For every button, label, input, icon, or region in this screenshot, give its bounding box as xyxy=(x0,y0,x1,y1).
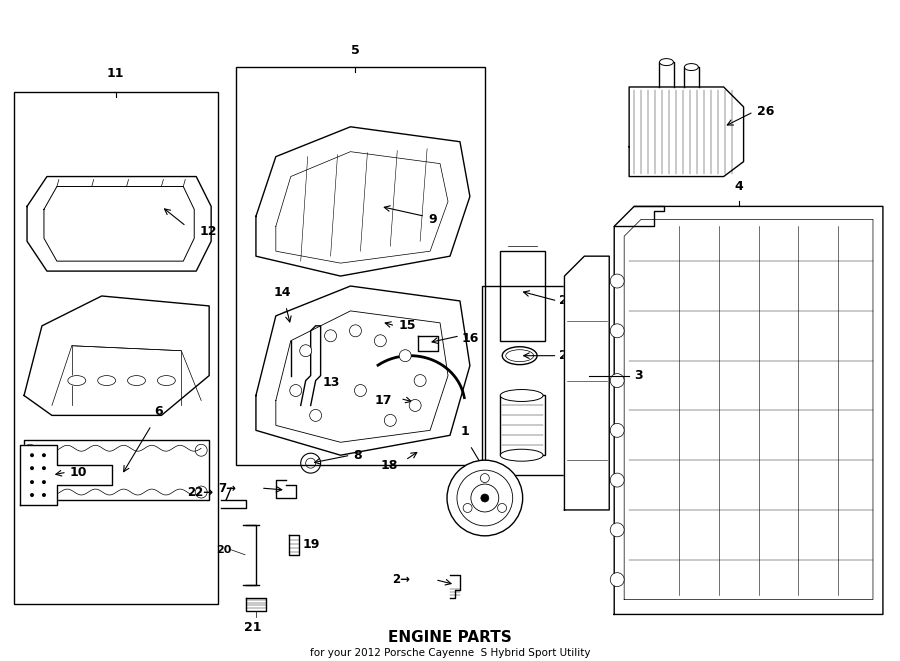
Polygon shape xyxy=(564,256,609,510)
Text: 16: 16 xyxy=(462,332,480,345)
Text: 14: 14 xyxy=(274,286,292,299)
Text: 26: 26 xyxy=(757,105,774,118)
Text: 8: 8 xyxy=(354,449,362,462)
Bar xyxy=(500,251,544,341)
Polygon shape xyxy=(20,446,112,505)
Polygon shape xyxy=(614,206,883,615)
Circle shape xyxy=(400,350,411,362)
Bar xyxy=(14,92,218,605)
Circle shape xyxy=(610,324,625,338)
Text: 18: 18 xyxy=(381,459,398,472)
Text: 19: 19 xyxy=(302,538,320,551)
Text: 24: 24 xyxy=(560,294,577,307)
Circle shape xyxy=(42,466,46,470)
Ellipse shape xyxy=(500,389,543,401)
Circle shape xyxy=(30,453,34,457)
Bar xyxy=(482,286,581,475)
Bar xyxy=(371,313,392,330)
Text: 9: 9 xyxy=(428,213,436,226)
Circle shape xyxy=(447,460,523,536)
Polygon shape xyxy=(256,127,470,276)
Ellipse shape xyxy=(128,375,146,385)
Text: 4: 4 xyxy=(734,180,743,194)
Text: 21: 21 xyxy=(244,621,262,635)
Text: 1: 1 xyxy=(461,425,469,438)
Polygon shape xyxy=(256,286,470,455)
Ellipse shape xyxy=(371,308,392,318)
Circle shape xyxy=(498,504,507,512)
Circle shape xyxy=(30,466,34,470)
Text: ENGINE PARTS: ENGINE PARTS xyxy=(388,630,512,645)
Text: 15: 15 xyxy=(398,319,416,332)
Text: 17: 17 xyxy=(374,394,392,407)
Text: 20: 20 xyxy=(216,545,231,555)
Text: 10: 10 xyxy=(70,465,87,479)
Ellipse shape xyxy=(500,449,543,461)
Text: 13: 13 xyxy=(322,376,340,389)
Circle shape xyxy=(464,504,472,512)
Circle shape xyxy=(42,480,46,484)
Polygon shape xyxy=(24,296,209,415)
Circle shape xyxy=(481,474,490,483)
Ellipse shape xyxy=(660,59,673,65)
Bar xyxy=(236,67,485,465)
Polygon shape xyxy=(629,87,743,176)
Circle shape xyxy=(410,399,421,411)
Text: 2→: 2→ xyxy=(392,573,410,586)
Circle shape xyxy=(610,523,625,537)
Ellipse shape xyxy=(684,63,698,71)
Circle shape xyxy=(30,480,34,484)
Circle shape xyxy=(325,330,337,342)
Circle shape xyxy=(384,414,396,426)
Text: 22→: 22→ xyxy=(187,486,213,498)
Circle shape xyxy=(610,473,625,487)
Text: 3: 3 xyxy=(634,369,643,382)
Circle shape xyxy=(414,375,426,387)
Circle shape xyxy=(374,334,386,347)
Circle shape xyxy=(349,325,362,336)
Text: 12: 12 xyxy=(199,225,217,238)
Bar xyxy=(500,395,544,455)
Circle shape xyxy=(481,494,489,502)
Text: 7→: 7→ xyxy=(218,482,236,494)
Text: 5: 5 xyxy=(351,44,360,57)
Circle shape xyxy=(610,274,625,288)
Ellipse shape xyxy=(98,375,115,385)
Circle shape xyxy=(610,423,625,438)
Circle shape xyxy=(42,493,46,497)
Circle shape xyxy=(290,385,302,397)
Text: for your 2012 Porsche Cayenne  S Hybrid Sport Utility: for your 2012 Porsche Cayenne S Hybrid S… xyxy=(310,648,590,658)
Circle shape xyxy=(355,385,366,397)
Circle shape xyxy=(610,572,625,586)
Ellipse shape xyxy=(68,375,86,385)
Circle shape xyxy=(310,409,321,421)
Text: 23: 23 xyxy=(501,482,518,495)
Text: 11: 11 xyxy=(107,67,124,80)
Text: 6: 6 xyxy=(155,405,163,418)
Circle shape xyxy=(610,373,625,387)
Circle shape xyxy=(30,493,34,497)
Circle shape xyxy=(42,453,46,457)
Ellipse shape xyxy=(158,375,176,385)
Circle shape xyxy=(300,345,311,357)
Text: 25: 25 xyxy=(560,349,577,362)
